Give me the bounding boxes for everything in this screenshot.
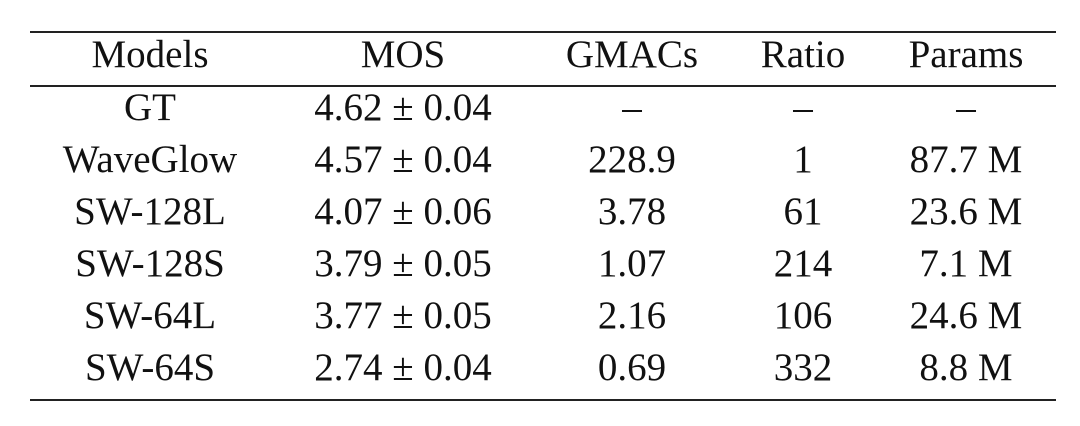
table-cell: 1: [793, 138, 813, 181]
table-cell: –: [621, 86, 642, 129]
table-cell: –: [792, 86, 813, 129]
table-cell: 61: [784, 190, 823, 233]
table-cell: 332: [774, 346, 833, 389]
table-cell: 87.7 M: [910, 138, 1023, 181]
table-cell: 2.16: [598, 294, 666, 337]
table-cell: SW-64S: [85, 346, 215, 389]
header-cell: Ratio: [761, 33, 846, 76]
table-cell: –: [955, 86, 976, 129]
header-cell: Models: [92, 33, 209, 76]
table-cell: 7.1 M: [919, 242, 1012, 285]
table-cell: GT: [124, 86, 176, 129]
table-cell: 24.6 M: [910, 294, 1023, 337]
table-cell: 3.77 ± 0.05: [314, 294, 491, 337]
header-cell: MOS: [361, 33, 446, 76]
table-cell: 3.78: [598, 190, 666, 233]
table-cell: 106: [774, 294, 833, 337]
header-cell: Params: [909, 33, 1024, 76]
table-cell: 228.9: [588, 138, 676, 181]
table-cell: SW-128L: [74, 190, 226, 233]
table-cell: 0.69: [598, 346, 666, 389]
table-cell: 4.57 ± 0.04: [314, 138, 491, 181]
table-cell: SW-128S: [75, 242, 225, 285]
table-cell: 2.74 ± 0.04: [314, 346, 491, 389]
table-cell: 1.07: [598, 242, 666, 285]
table-cell: 4.07 ± 0.06: [314, 190, 491, 233]
table-cell: WaveGlow: [63, 138, 237, 181]
table-cell: 214: [774, 242, 833, 285]
table-cell: 8.8 M: [919, 346, 1012, 389]
header-cell: GMACs: [566, 33, 698, 76]
table-cell: 23.6 M: [910, 190, 1023, 233]
table-cell: 4.62 ± 0.04: [314, 86, 491, 129]
table-cell: SW-64L: [84, 294, 216, 337]
table-cell: 3.79 ± 0.05: [314, 242, 491, 285]
